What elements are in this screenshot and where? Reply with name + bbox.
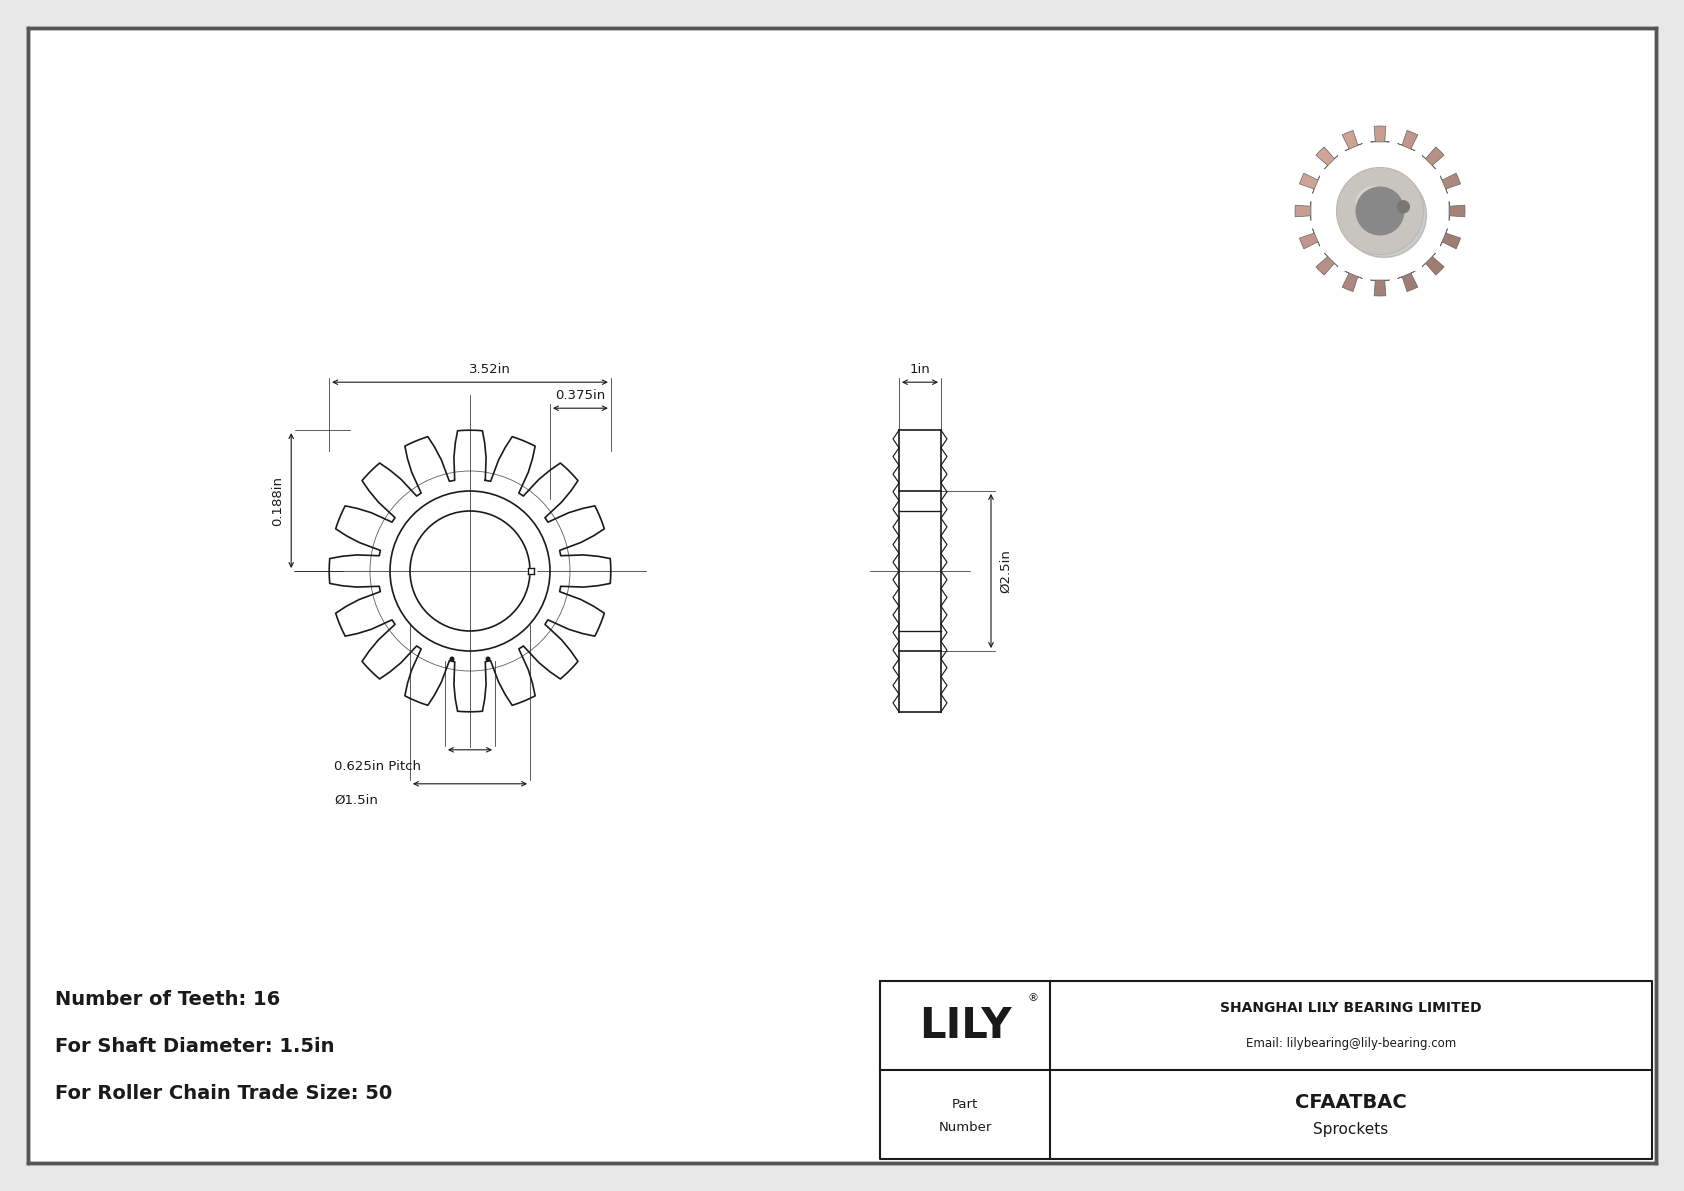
Text: 0.188in: 0.188in [271,475,285,525]
Text: Number: Number [938,1121,992,1134]
Polygon shape [1448,201,1465,220]
Polygon shape [1300,229,1320,249]
Polygon shape [1421,146,1445,169]
Circle shape [1337,168,1423,254]
Text: Number of Teeth: 16: Number of Teeth: 16 [56,990,280,1009]
Text: LILY: LILY [919,1004,1012,1047]
Text: SHANGHAI LILY BEARING LIMITED: SHANGHAI LILY BEARING LIMITED [1221,1000,1482,1015]
Circle shape [1337,168,1423,255]
Text: For Shaft Diameter: 1.5in: For Shaft Diameter: 1.5in [56,1037,335,1056]
Polygon shape [1440,229,1460,249]
Circle shape [1342,173,1426,257]
Circle shape [1398,201,1410,213]
Polygon shape [1342,131,1362,151]
Text: 1in: 1in [909,363,930,376]
Polygon shape [1315,252,1337,275]
Text: 0.375in: 0.375in [556,389,606,403]
Polygon shape [1421,252,1445,275]
Polygon shape [1398,131,1418,151]
Polygon shape [1440,173,1460,193]
Polygon shape [1371,280,1389,297]
Text: Ø2.5in: Ø2.5in [999,549,1012,593]
Polygon shape [1398,272,1418,292]
Polygon shape [1295,201,1310,220]
Polygon shape [1371,126,1389,142]
Polygon shape [1342,272,1362,292]
Text: CFAATBAC: CFAATBAC [1295,1093,1406,1112]
Circle shape [487,657,490,661]
Circle shape [1356,187,1404,235]
Text: 3.52in: 3.52in [470,363,510,376]
Text: Email: lilybearing@lily-bearing.com: Email: lilybearing@lily-bearing.com [1246,1037,1457,1050]
Text: Sprockets: Sprockets [1314,1122,1389,1137]
Polygon shape [1300,173,1320,193]
Bar [529,568,536,574]
FancyBboxPatch shape [29,29,1655,1162]
Text: ®: ® [1027,993,1039,1004]
Text: Ø1.5in: Ø1.5in [333,793,379,806]
Polygon shape [1315,146,1337,169]
Text: 0.625in Pitch: 0.625in Pitch [333,760,421,773]
Text: Part: Part [951,1098,978,1111]
Circle shape [450,657,453,661]
Text: For Roller Chain Trade Size: 50: For Roller Chain Trade Size: 50 [56,1084,392,1103]
